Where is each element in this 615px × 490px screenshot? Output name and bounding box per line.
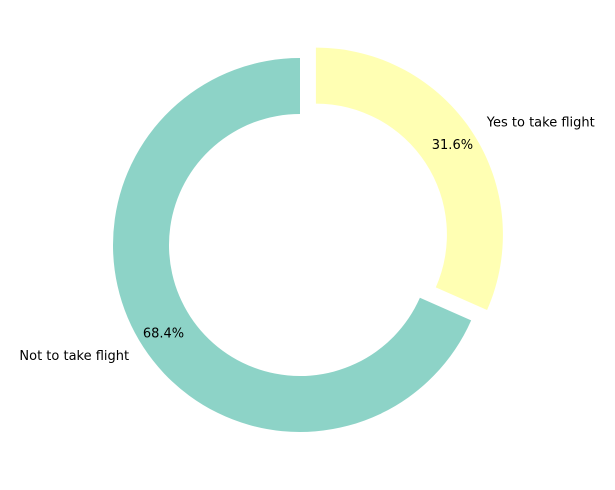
slice-percent-no: 68.4% — [143, 327, 184, 342]
slice-label-no: Not to take flight — [19, 349, 129, 364]
donut-labels: Yes to take flight 31.6% Not to take fli… — [19, 116, 594, 364]
slice-percent-yes: 31.6% — [432, 138, 473, 153]
donut-slice-no — [113, 58, 472, 432]
donut-slices — [113, 47, 503, 432]
donut-slice-yes — [315, 47, 503, 310]
slice-label-yes: Yes to take flight — [486, 116, 595, 131]
